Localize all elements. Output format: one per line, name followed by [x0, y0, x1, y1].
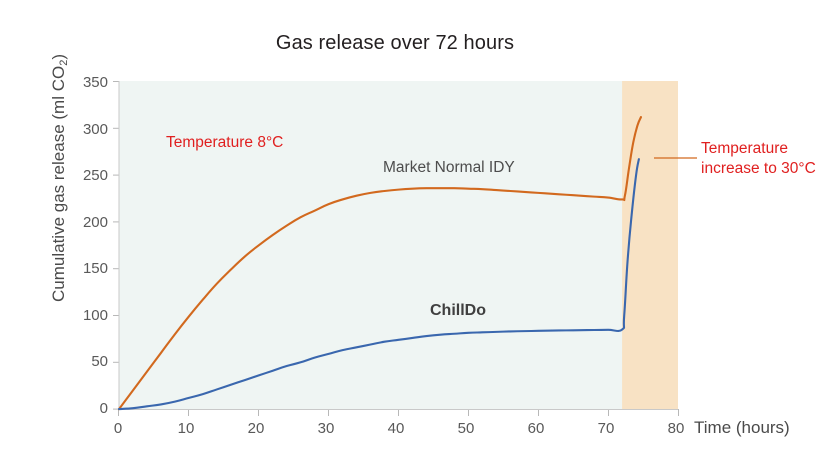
series-line-chilldo: [117, 158, 640, 411]
annotation-temperature-8c: Temperature 8°C: [166, 134, 284, 151]
x-tick-60: 60: [527, 420, 545, 437]
x-axis-ticks: [118, 409, 679, 416]
y-tick-50: 50: [91, 353, 108, 370]
annotation-temperature-increase: Temperature increase to 30°C: [701, 140, 816, 177]
series-label-chilldo: ChillDo: [430, 302, 486, 319]
x-tick-20: 20: [247, 420, 265, 437]
chart-title: Gas release over 72 hours: [275, 32, 515, 54]
plot-background: [119, 81, 678, 409]
x-tick-10: 10: [177, 420, 195, 437]
y-axis-tick-labels: 350 300 250 200 150 100 50 0: [62, 0, 108, 474]
series-label-market-normal-idy: Market Normal IDY: [383, 159, 515, 176]
x-tick-40: 40: [387, 420, 405, 437]
y-tick-200: 200: [82, 214, 108, 231]
y-tick-150: 150: [82, 260, 108, 277]
y-tick-100: 100: [82, 307, 108, 324]
y-tick-0: 0: [99, 400, 108, 417]
y-tick-300: 300: [82, 121, 108, 138]
x-tick-70: 70: [597, 420, 615, 437]
y-tick-350: 350: [82, 74, 108, 91]
temperature-increase-band: [622, 81, 678, 409]
x-tick-50: 50: [457, 420, 475, 437]
x-tick-30: 30: [317, 420, 335, 437]
x-axis-label: Time (hours): [694, 418, 790, 437]
x-tick-80: 80: [667, 420, 685, 437]
y-axis-ticks: [113, 81, 119, 410]
y-tick-250: 250: [82, 167, 108, 184]
x-tick-0: 0: [113, 420, 123, 437]
series-line-market-normal-idy: [117, 116, 643, 411]
